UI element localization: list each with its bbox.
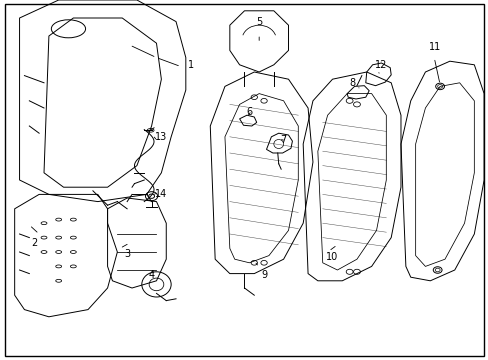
Text: 10: 10 bbox=[325, 252, 338, 262]
Text: 7: 7 bbox=[280, 135, 286, 145]
Text: 12: 12 bbox=[374, 60, 387, 70]
Text: 4: 4 bbox=[148, 270, 154, 280]
Text: 3: 3 bbox=[124, 249, 130, 259]
Text: 11: 11 bbox=[428, 42, 441, 52]
Text: 13: 13 bbox=[155, 132, 167, 142]
Text: 6: 6 bbox=[246, 107, 252, 117]
Text: 1: 1 bbox=[187, 60, 193, 70]
Text: 9: 9 bbox=[261, 270, 266, 280]
Text: 2: 2 bbox=[31, 238, 37, 248]
Text: 5: 5 bbox=[256, 17, 262, 27]
Text: 14: 14 bbox=[155, 189, 167, 199]
Text: 8: 8 bbox=[348, 78, 354, 88]
